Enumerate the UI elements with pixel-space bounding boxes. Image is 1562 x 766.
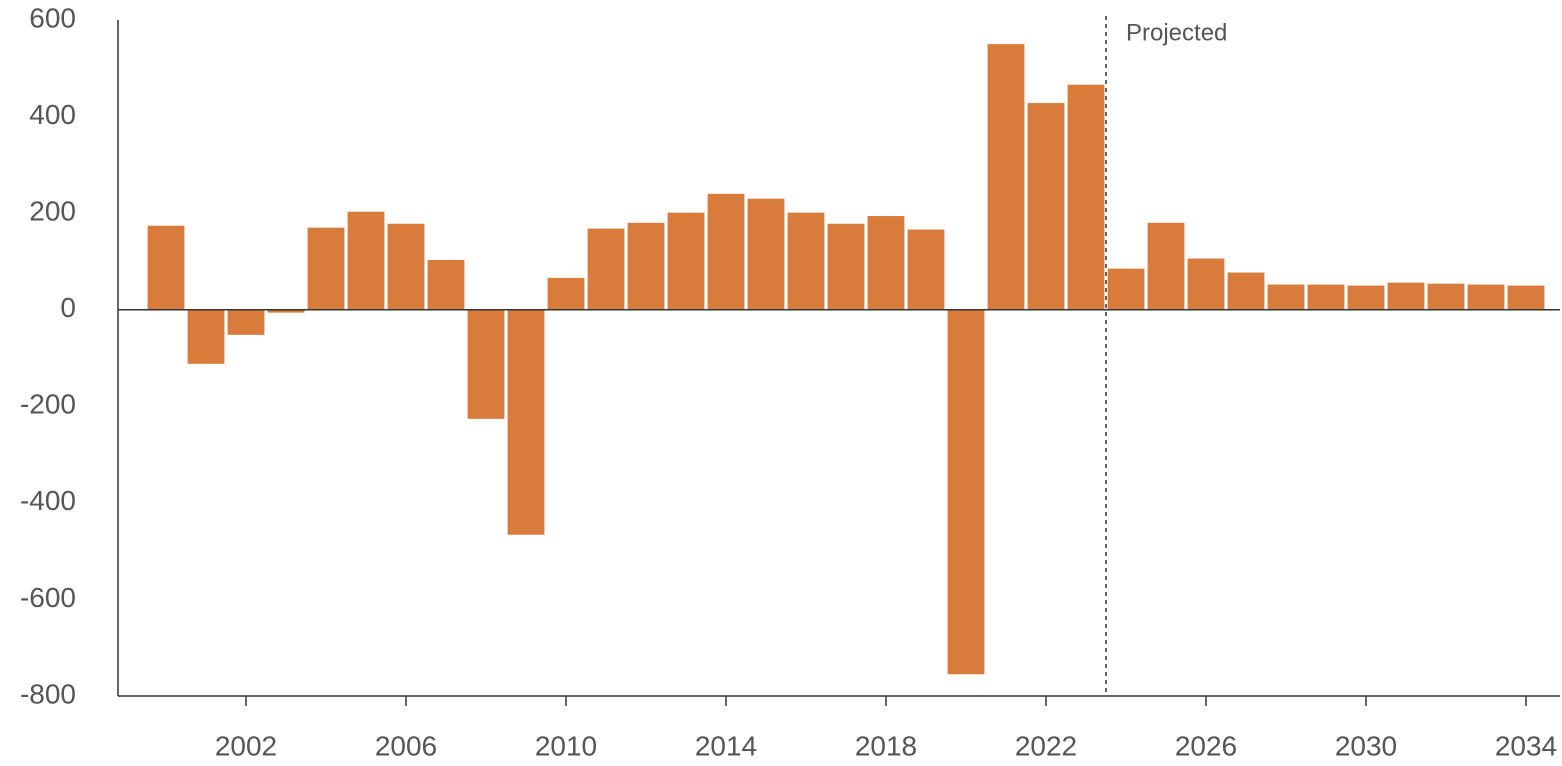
bar xyxy=(427,259,465,310)
bar xyxy=(907,229,945,310)
bar xyxy=(867,216,905,310)
bar xyxy=(1387,282,1425,310)
bar xyxy=(307,227,345,310)
bar xyxy=(1107,268,1145,310)
x-tick-label: 2006 xyxy=(375,730,437,761)
bar xyxy=(947,309,985,675)
bar xyxy=(187,309,225,364)
bar xyxy=(827,223,865,310)
bar xyxy=(1147,222,1185,310)
y-tick-label: -600 xyxy=(20,582,76,613)
y-tick-label: -400 xyxy=(20,485,76,516)
bar xyxy=(1427,283,1465,310)
bar xyxy=(987,44,1025,310)
y-tick-label: 400 xyxy=(29,99,76,130)
bar xyxy=(227,309,265,335)
bar xyxy=(587,228,625,310)
bar xyxy=(467,309,505,419)
y-tick-label: -200 xyxy=(20,389,76,420)
bar xyxy=(1307,284,1345,310)
bar xyxy=(667,212,705,310)
bar xyxy=(747,198,785,310)
x-tick-label: 2002 xyxy=(215,730,277,761)
bar xyxy=(1507,285,1545,310)
bar xyxy=(1067,84,1105,310)
y-tick-label: 600 xyxy=(29,2,76,33)
bar xyxy=(147,225,185,310)
y-tick-label: -800 xyxy=(20,678,76,709)
x-tick-label: 2018 xyxy=(855,730,917,761)
annotation: Projected xyxy=(1126,19,1227,46)
bar xyxy=(1027,103,1065,310)
x-tick-label: 2034 xyxy=(1495,730,1557,761)
bar xyxy=(267,309,305,313)
bar xyxy=(547,277,585,310)
bar xyxy=(347,211,385,310)
x-tick-label: 2022 xyxy=(1015,730,1077,761)
y-tick-label: 0 xyxy=(60,292,76,323)
y-tick-label: 200 xyxy=(29,196,76,227)
x-tick-label: 2010 xyxy=(535,730,597,761)
bar xyxy=(1227,272,1265,310)
bar xyxy=(707,193,745,310)
x-tick-label: 2030 xyxy=(1335,730,1397,761)
bar xyxy=(627,222,665,310)
bar xyxy=(507,309,545,535)
x-tick-label: 2014 xyxy=(695,730,757,761)
bar xyxy=(387,223,425,310)
x-tick-label: 2026 xyxy=(1175,730,1237,761)
bar xyxy=(1267,284,1305,310)
bar xyxy=(1467,284,1505,310)
bar xyxy=(1187,258,1225,310)
bar xyxy=(1347,285,1385,310)
bar xyxy=(787,212,825,310)
